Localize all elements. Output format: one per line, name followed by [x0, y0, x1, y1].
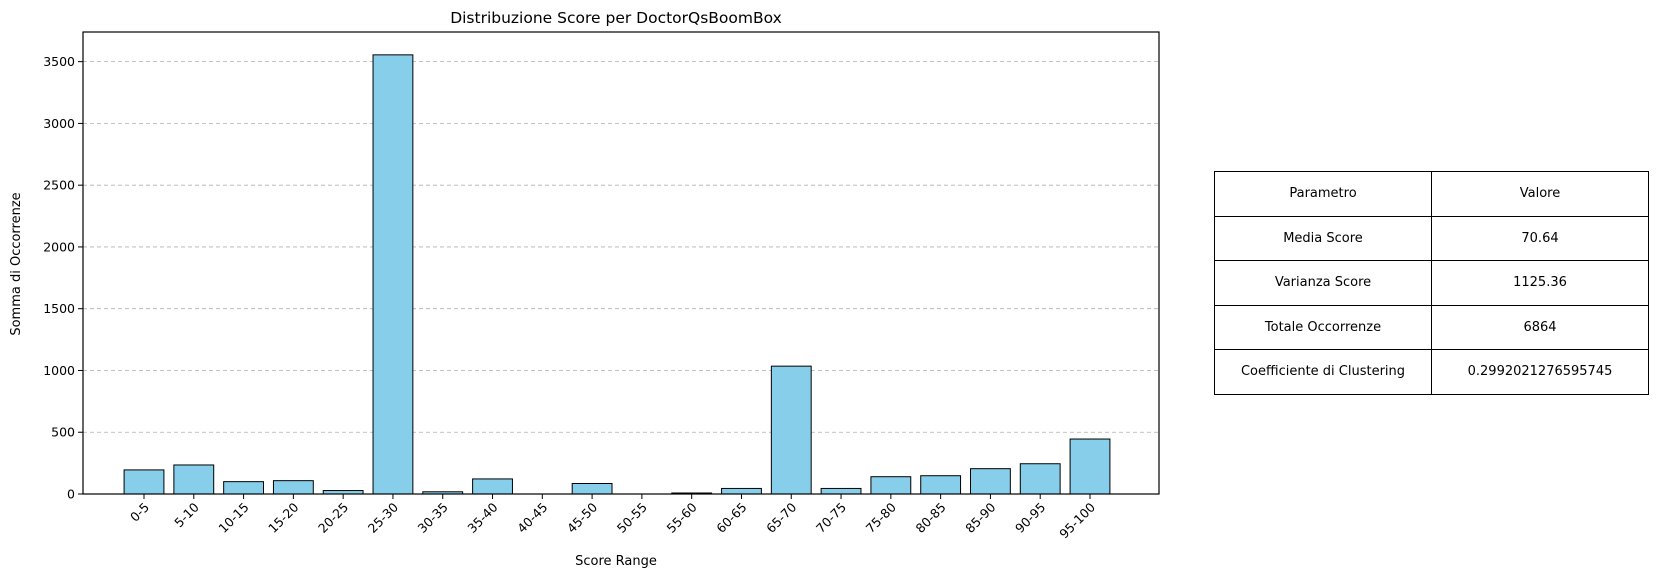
bar-15-20: [272, 480, 314, 495]
x-tick-label: 80-85: [912, 500, 948, 536]
table-cell-param: Totale Occorrenze: [1214, 304, 1432, 350]
x-tick-label: 30-35: [415, 500, 451, 536]
bar-70-75: [820, 487, 862, 495]
x-axis-label: Score Range: [575, 554, 657, 569]
bar-95-100: [1069, 438, 1111, 495]
table-cell-value: 0.2992021276595745: [1431, 349, 1649, 395]
x-tick-label: 65-70: [763, 499, 799, 535]
table-row: Varianza Score 1125.36: [1214, 260, 1649, 306]
grid-lines: [83, 61, 1159, 433]
bar-90-95: [1019, 463, 1061, 495]
y-axis-ticks: 0 500 1000 1500 2000 2500 3000 3500: [43, 54, 83, 502]
plot-frame: [82, 31, 1160, 495]
x-tick-label: 35-40: [464, 499, 500, 535]
y-tick-label: 500: [51, 425, 75, 440]
x-axis-ticks: 0-5 5-10 10-15 15-20 20-25 25-30 30-35 35-40 40-…: [127, 494, 1098, 541]
y-axis-label: Somma di Occorrenze: [9, 192, 24, 335]
stats-table: Parametro Valore Media Score 70.64 Varia…: [1214, 171, 1649, 395]
bars: [123, 54, 1111, 495]
x-tick-label: 75-80: [863, 499, 899, 535]
x-tick-label: 55-60: [664, 499, 700, 535]
table-row: Totale Occorrenze 6864: [1214, 304, 1649, 350]
y-tick-label: 3000: [43, 116, 75, 131]
table-cell-param: Varianza Score: [1214, 260, 1432, 306]
x-tick-label: 15-20: [265, 499, 301, 535]
x-tick-label: 0-5: [127, 500, 152, 525]
x-tick-label: 60-65: [713, 500, 749, 536]
bar-25-30: [372, 54, 414, 495]
y-tick-label: 2500: [43, 178, 75, 193]
x-tick-label: 40-45: [514, 500, 550, 536]
y-tick-label: 2000: [43, 239, 75, 254]
bar-75-80: [870, 476, 912, 495]
table-row: Coefficiente di Clustering 0.29920212765…: [1214, 349, 1649, 395]
x-tick-label: 20-25: [315, 500, 351, 536]
chart-title: Distribuzione Score per DoctorQsBoomBox: [450, 9, 782, 27]
bar-10-15: [223, 481, 264, 495]
x-tick-label: 5-10: [171, 499, 202, 530]
y-tick-label: 1000: [43, 363, 75, 378]
x-tick-label: 25-30: [365, 499, 401, 535]
table-cell-value: 6864: [1431, 304, 1649, 350]
table-cell-param: Media Score: [1214, 215, 1432, 261]
y-tick-label: 0: [67, 487, 75, 502]
bar-45-50: [571, 483, 613, 495]
bar-80-85: [920, 475, 962, 495]
x-tick-label: 70-75: [813, 500, 849, 536]
bar-5-10: [173, 464, 215, 495]
table-header-parametro: Parametro: [1214, 171, 1432, 217]
bar-60-65: [721, 487, 762, 495]
table-cell-param: Coefficiente di Clustering: [1214, 349, 1432, 395]
x-tick-label: 95-100: [1056, 499, 1098, 541]
bar-85-90: [970, 468, 1011, 495]
table-row: Media Score 70.64: [1214, 215, 1649, 261]
x-tick-label: 85-90: [962, 499, 998, 535]
bar-35-40: [472, 478, 513, 495]
x-tick-label: 45-50: [564, 499, 600, 535]
y-tick-label: 3500: [43, 54, 75, 69]
x-tick-label: 90-95: [1012, 500, 1048, 536]
y-tick-label: 1500: [43, 301, 75, 316]
bar-0-5: [123, 469, 165, 495]
x-tick-label: 10-15: [215, 500, 251, 536]
table-header-row: Parametro Valore: [1214, 171, 1649, 217]
table-cell-value: 1125.36: [1431, 260, 1649, 306]
x-tick-label: 50-55: [614, 500, 650, 536]
table-header-valore: Valore: [1431, 171, 1649, 217]
bar-65-70: [770, 365, 812, 495]
table-cell-value: 70.64: [1431, 215, 1649, 261]
